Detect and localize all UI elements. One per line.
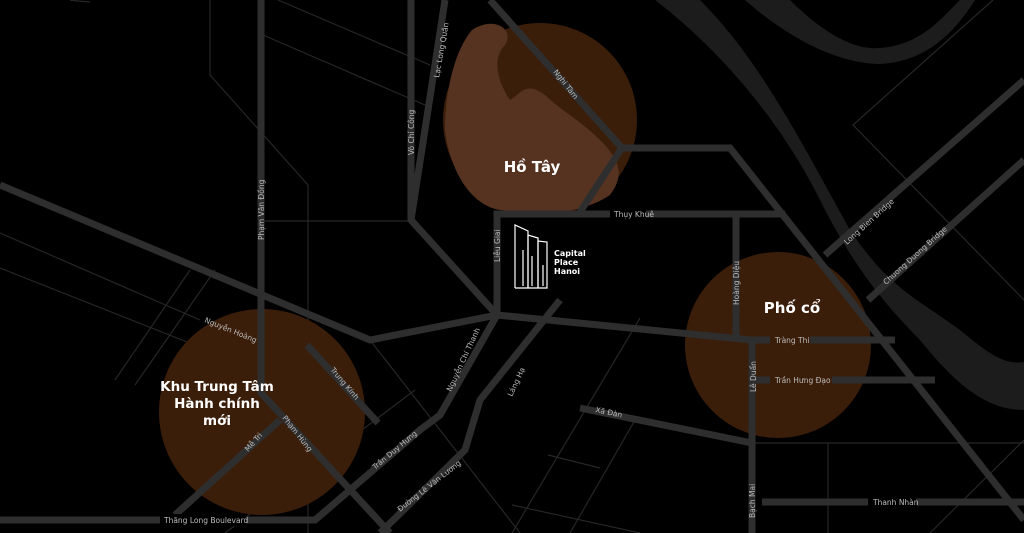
district-khu-trung-tam[interactable] — [159, 309, 365, 515]
west-lake-shape — [445, 23, 619, 213]
district-label: Phố cổ — [764, 298, 821, 317]
svg-text:Khu Trung Tâm: Khu Trung Tâm — [160, 379, 274, 395]
river — [655, 0, 1024, 410]
street-label-trang-thi: Tràng Thi — [774, 336, 809, 345]
district-label-khu-trung-tam: Khu Trung Tâm Hành chính mới — [160, 379, 274, 429]
landmark-capital-place-hanoi[interactable]: Capital Place Hanoi — [514, 224, 586, 289]
street-label-hoang-dieu: Hoàng Diệu — [732, 261, 741, 305]
street-label-thuy-khue: Thụy Khuê — [613, 210, 654, 219]
street-label-thang-long-boulevard: Thăng Long Boulevard — [163, 516, 249, 525]
street-label-lieu-giai: Liễu Giai — [493, 229, 502, 262]
street-label-vo-chi-cong: Võ Chí Công — [407, 109, 416, 155]
svg-text:mới: mới — [203, 413, 231, 429]
landmark-label: Place — [554, 258, 579, 267]
street-label-thanh-nhan: Thanh Nhàn — [872, 498, 919, 507]
district-ho-tay[interactable]: Hồ Tây — [443, 23, 637, 217]
svg-text:Hành chính: Hành chính — [174, 396, 260, 412]
landmark-label: Hanoi — [554, 267, 580, 276]
district-label: Hồ Tây — [504, 157, 561, 176]
street-label-le-duan: Lê Duẩn — [749, 361, 758, 392]
street-label-bach-mai: Bạch Mai — [748, 484, 757, 518]
street-label-pham-van-dong: Phạm Văn Đồng — [257, 179, 266, 240]
building-logo-icon — [514, 224, 548, 289]
street-label-tran-hung-dao: Trần Hưng Đạo — [774, 376, 831, 385]
river-branch — [745, 0, 975, 64]
landmark-label: Capital — [554, 249, 586, 258]
